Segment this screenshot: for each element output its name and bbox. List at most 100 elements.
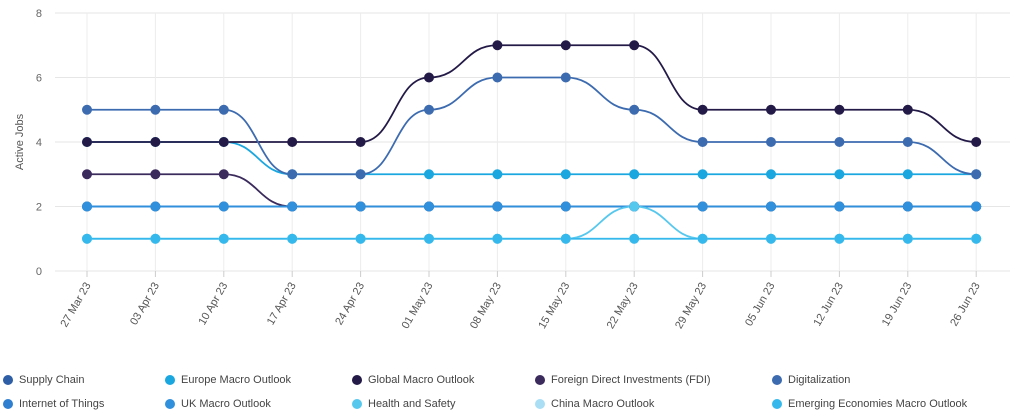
data-point-uk-macro-outlook[interactable] [287, 201, 298, 212]
data-point-emerging-economies-macro-outlook[interactable] [834, 233, 845, 244]
data-point-global-macro-outlook[interactable] [150, 137, 161, 147]
legend-item[interactable]: Global Macro Outlook [352, 374, 474, 386]
legend-marker-icon [3, 375, 13, 385]
data-point-uk-macro-outlook[interactable] [902, 201, 913, 212]
series-line-health-and-safety [87, 205, 977, 240]
x-tick-label: 19 Jun 23 [880, 281, 915, 329]
data-point-digitalization[interactable] [424, 104, 434, 115]
data-point-digitalization[interactable] [902, 137, 913, 147]
legend-marker-icon [535, 375, 545, 385]
data-point-digitalization[interactable] [560, 72, 571, 83]
data-point-digitalization[interactable] [834, 137, 845, 147]
data-point-europe-macro-outlook[interactable] [629, 169, 640, 180]
data-point-emerging-economies-macro-outlook[interactable] [560, 233, 571, 244]
data-point-digitalization[interactable] [629, 104, 640, 115]
data-point-global-macro-outlook[interactable] [424, 72, 434, 83]
legend-item[interactable]: Europe Macro Outlook [165, 374, 291, 386]
data-point-global-macro-outlook[interactable] [766, 104, 776, 115]
data-point-europe-macro-outlook[interactable] [766, 169, 776, 180]
data-point-global-macro-outlook[interactable] [971, 137, 982, 147]
data-point-emerging-economies-macro-outlook[interactable] [971, 233, 982, 244]
data-point-global-macro-outlook[interactable] [355, 137, 366, 147]
data-point-emerging-economies-macro-outlook[interactable] [355, 233, 366, 244]
legend-marker-icon [3, 399, 13, 409]
legend-marker-icon [772, 399, 782, 409]
data-point-europe-macro-outlook[interactable] [697, 169, 708, 180]
legend-item[interactable]: Emerging Economies Macro Outlook [772, 398, 967, 410]
data-point-digitalization[interactable] [82, 104, 92, 115]
data-point-uk-macro-outlook[interactable] [82, 201, 92, 212]
data-point-global-macro-outlook[interactable] [629, 40, 640, 51]
data-point-uk-macro-outlook[interactable] [697, 201, 708, 212]
y-axis: 0 2 4 6 8 [36, 8, 42, 278]
series-line-europe-macro-outlook [87, 141, 977, 176]
data-point-europe-macro-outlook[interactable] [834, 169, 845, 180]
legend-item[interactable]: UK Macro Outlook [165, 398, 271, 410]
data-point-uk-macro-outlook[interactable] [150, 201, 161, 212]
data-point-uk-macro-outlook[interactable] [492, 201, 503, 212]
data-point-uk-macro-outlook[interactable] [218, 201, 229, 212]
data-point-emerging-economies-macro-outlook[interactable] [150, 233, 161, 244]
data-point-health-and-safety[interactable] [629, 201, 640, 212]
data-point-global-macro-outlook[interactable] [902, 104, 913, 115]
data-point-uk-macro-outlook[interactable] [766, 201, 776, 212]
data-point-foreign-direct-investments-fdi[interactable] [150, 169, 161, 180]
line-chart: 0 2 4 6 8 Active Jobs 27 Mar 23 03 Apr 23 10 A… [14, 8, 1010, 331]
y-tick-label: 4 [36, 137, 42, 149]
data-point-europe-macro-outlook[interactable] [902, 169, 913, 180]
data-point-emerging-economies-macro-outlook[interactable] [82, 233, 92, 244]
data-point-global-macro-outlook[interactable] [218, 137, 229, 147]
data-point-digitalization[interactable] [355, 169, 366, 180]
data-point-digitalization[interactable] [766, 137, 776, 147]
legend-item[interactable]: Supply Chain [3, 374, 84, 386]
series-points [82, 40, 982, 244]
data-point-digitalization[interactable] [971, 169, 982, 180]
data-point-uk-macro-outlook[interactable] [424, 201, 434, 212]
data-point-global-macro-outlook[interactable] [834, 104, 845, 115]
data-point-digitalization[interactable] [218, 104, 229, 115]
data-point-digitalization[interactable] [287, 169, 298, 180]
x-tick-label: 29 May 23 [673, 281, 709, 331]
data-point-emerging-economies-macro-outlook[interactable] [492, 233, 503, 244]
data-point-emerging-economies-macro-outlook[interactable] [218, 233, 229, 244]
data-point-emerging-economies-macro-outlook[interactable] [902, 233, 913, 244]
x-tick-label: 15 May 23 [536, 281, 572, 331]
legend-label: Internet of Things [19, 398, 105, 410]
data-point-europe-macro-outlook[interactable] [424, 169, 434, 180]
legend-label: China Macro Outlook [551, 398, 655, 410]
y-tick-label: 8 [36, 8, 42, 20]
legend-item[interactable]: Digitalization [772, 374, 850, 386]
series-line-global-macro-outlook [87, 44, 977, 143]
x-tick-label: 08 May 23 [468, 281, 504, 331]
data-point-digitalization[interactable] [697, 137, 708, 147]
data-point-foreign-direct-investments-fdi[interactable] [82, 169, 92, 180]
data-point-emerging-economies-macro-outlook[interactable] [629, 233, 640, 244]
data-point-uk-macro-outlook[interactable] [971, 201, 982, 212]
data-point-global-macro-outlook[interactable] [697, 104, 708, 115]
legend-marker-icon [535, 399, 545, 409]
legend-marker-icon [352, 375, 362, 385]
legend-item[interactable]: Internet of Things [3, 398, 104, 410]
data-point-foreign-direct-investments-fdi[interactable] [218, 169, 229, 180]
legend-item[interactable]: Foreign Direct Investments (FDI) [535, 374, 711, 386]
legend-marker-icon [165, 399, 175, 409]
data-point-global-macro-outlook[interactable] [287, 137, 298, 147]
data-point-uk-macro-outlook[interactable] [834, 201, 845, 212]
data-point-uk-macro-outlook[interactable] [355, 201, 366, 212]
data-point-europe-macro-outlook[interactable] [492, 169, 503, 180]
x-tick-label: 22 May 23 [605, 281, 641, 331]
legend-item[interactable]: China Macro Outlook [535, 398, 654, 410]
data-point-emerging-economies-macro-outlook[interactable] [766, 233, 776, 244]
data-point-europe-macro-outlook[interactable] [560, 169, 571, 180]
data-point-global-macro-outlook[interactable] [492, 40, 503, 51]
data-point-global-macro-outlook[interactable] [82, 137, 92, 147]
x-axis: 27 Mar 23 03 Apr 23 10 Apr 23 17 Apr 23 24 A… [58, 271, 983, 331]
data-point-global-macro-outlook[interactable] [560, 40, 571, 51]
data-point-emerging-economies-macro-outlook[interactable] [424, 233, 434, 244]
legend-item[interactable]: Health and Safety [352, 398, 455, 410]
data-point-emerging-economies-macro-outlook[interactable] [697, 233, 708, 244]
data-point-digitalization[interactable] [492, 72, 503, 83]
data-point-digitalization[interactable] [150, 104, 161, 115]
data-point-emerging-economies-macro-outlook[interactable] [287, 233, 298, 244]
data-point-uk-macro-outlook[interactable] [560, 201, 571, 212]
